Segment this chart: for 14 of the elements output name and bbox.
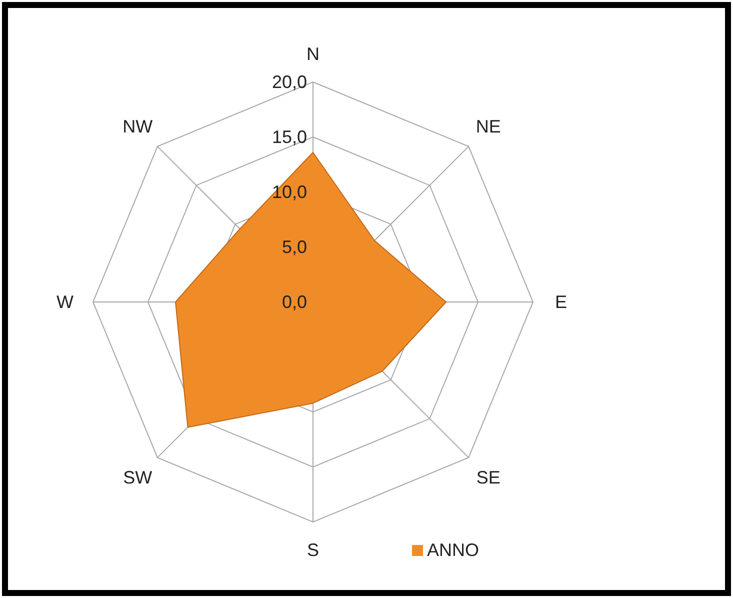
legend-label: ANNO (427, 540, 480, 560)
y-tick-label: 10,0 (272, 182, 307, 202)
spoke-label: NW (122, 116, 153, 137)
spoke-label: SE (476, 467, 500, 488)
spoke-label: SW (123, 467, 152, 488)
y-tick-label: 0,0 (282, 292, 307, 312)
spoke-label: S (306, 540, 320, 560)
spoke-label: NE (476, 116, 501, 137)
spoke-label: N (306, 44, 320, 64)
y-tick-label: 20,0 (272, 72, 307, 92)
spoke-label: W (56, 292, 74, 312)
y-tick-label: 5,0 (282, 237, 307, 257)
y-tick-label: 15,0 (272, 127, 307, 147)
spoke-label: E (554, 292, 568, 312)
